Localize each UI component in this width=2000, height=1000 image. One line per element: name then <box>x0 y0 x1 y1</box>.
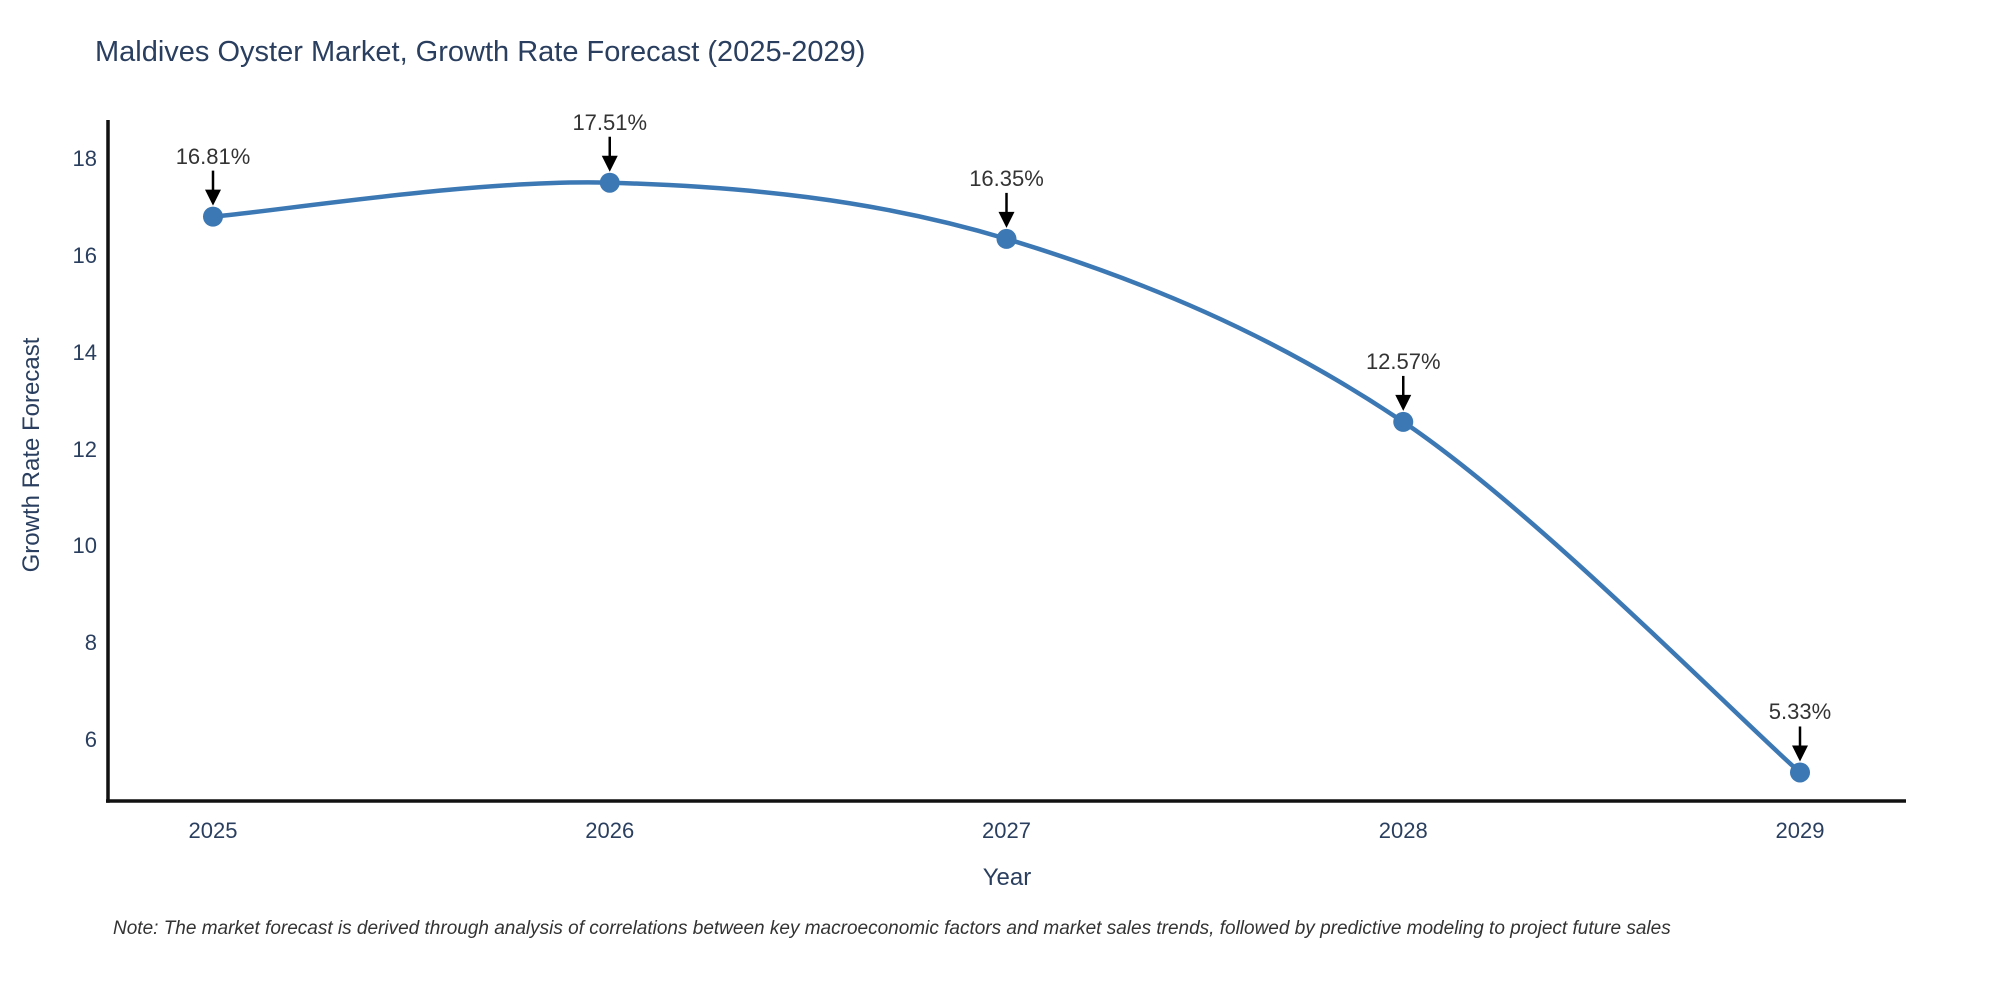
data-point-marker <box>203 206 223 227</box>
data-point-marker <box>1790 762 1810 783</box>
data-point-marker <box>599 172 620 193</box>
x-axis-tick-label: 2026 <box>585 818 635 843</box>
data-point-value-label: 16.81% <box>175 143 251 169</box>
y-axis-tick-label: 18 <box>72 146 97 171</box>
x-axis-tick-label: 2028 <box>1378 818 1428 843</box>
annotation-arrow-head <box>1395 394 1412 411</box>
annotation-arrow-head <box>601 155 618 172</box>
x-axis-tick-label: 2029 <box>1775 818 1825 843</box>
y-axis-tick-label: 12 <box>72 436 97 462</box>
x-axis-title: Year <box>982 864 1032 891</box>
x-axis-tick-label: 2025 <box>188 818 238 843</box>
data-point-value-label: 17.51% <box>572 109 648 135</box>
data-point-value-label: 12.57% <box>1365 348 1441 374</box>
footnote: Note: The market forecast is derived thr… <box>113 918 1671 939</box>
data-point-marker <box>1393 411 1414 432</box>
y-axis-tick-label: 14 <box>72 339 97 365</box>
annotation-arrow-head <box>998 211 1015 228</box>
y-axis-tick-label: 6 <box>84 727 97 753</box>
annotation-arrow-head <box>205 189 221 206</box>
y-axis-tick-label: 8 <box>84 630 97 656</box>
annotation-arrow-head <box>1792 745 1808 762</box>
y-axis-tick-label: 16 <box>72 242 97 268</box>
trend-line <box>212 180 1802 775</box>
data-point-value-label: 16.35% <box>969 165 1044 191</box>
data-point-value-label: 5.33% <box>1768 699 1832 725</box>
y-axis-tick-label: 10 <box>72 533 97 559</box>
chart-title: Maldives Oyster Market, Growth Rate Fore… <box>95 36 866 68</box>
x-axis-tick-label: 2027 <box>982 818 1031 843</box>
data-point-marker <box>996 228 1017 249</box>
